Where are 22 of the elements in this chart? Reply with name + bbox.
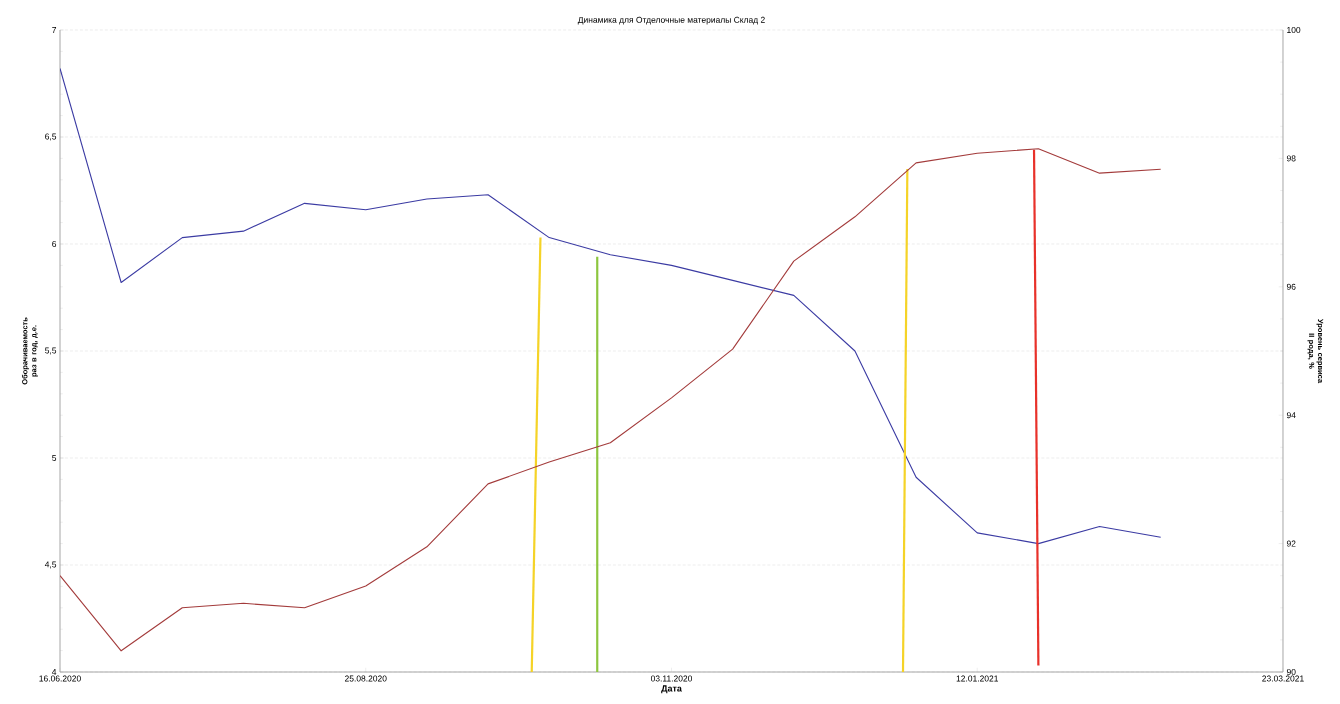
y2-tick-label: 92 bbox=[1286, 540, 1296, 547]
line-series bbox=[60, 67, 1162, 545]
y-tick-label: 6,5 bbox=[45, 133, 57, 141]
y2-tick-label: 90 bbox=[1286, 669, 1296, 675]
x-tick-label: 23.03.2021 bbox=[1262, 675, 1304, 682]
x-tick-label: 16.06.2020 bbox=[39, 675, 81, 682]
x-tick-label: 03.11.2020 bbox=[650, 675, 693, 682]
x-tick-label: 25.08.2020 bbox=[344, 675, 387, 682]
y-tick-label: 4 bbox=[51, 669, 57, 675]
x-tick-label: 12.01.2021 bbox=[956, 675, 999, 682]
chart-title: Динамика для Отделочные материалы Склад 2 bbox=[577, 16, 765, 25]
line-series bbox=[60, 148, 1162, 652]
y2-tick-label: 94 bbox=[1286, 412, 1296, 419]
y-tick-label: 7 bbox=[52, 27, 57, 33]
x-axis-title: Дата bbox=[661, 685, 682, 694]
y2-tick-label: 96 bbox=[1286, 283, 1296, 290]
y2-tick-label: 100 bbox=[1287, 27, 1301, 33]
y-tick-label: 4,5 bbox=[44, 561, 57, 569]
y-tick-label: 5 bbox=[52, 455, 57, 461]
y-tick-label: 5,5 bbox=[45, 347, 57, 355]
y-tick-label: 6 bbox=[52, 241, 57, 247]
y2-tick-label: 98 bbox=[1286, 155, 1296, 162]
